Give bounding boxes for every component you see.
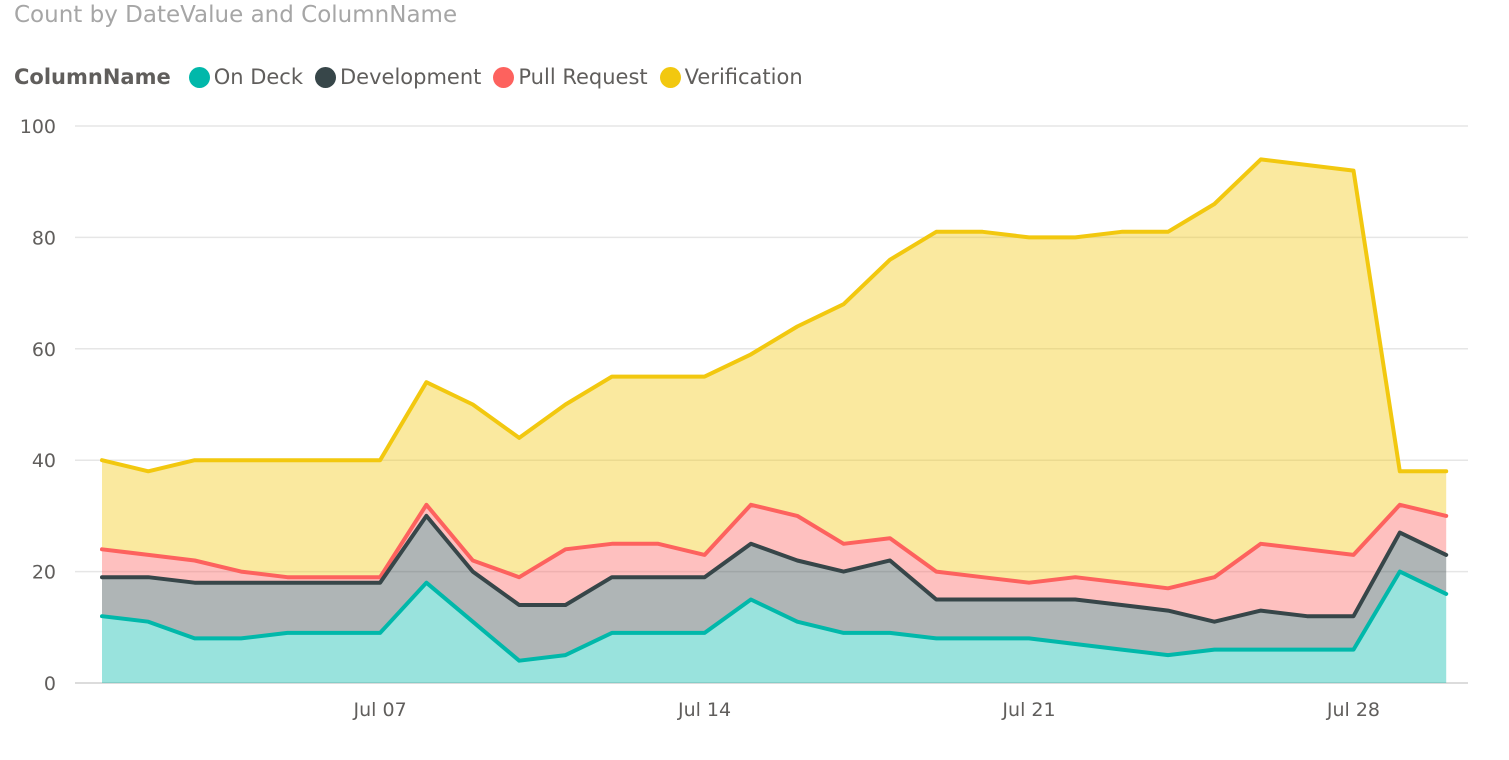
- legend-item-development[interactable]: Development: [315, 65, 481, 89]
- x-tick-label: Jul 07: [353, 699, 407, 721]
- areas: [102, 159, 1447, 683]
- legend-title: ColumnName: [14, 65, 171, 89]
- series-lines: [100, 157, 1449, 663]
- legend: ColumnName On Deck Development Pull Requ…: [14, 62, 815, 92]
- area-development[interactable]: [102, 515, 1447, 661]
- area-verification[interactable]: [102, 159, 1447, 589]
- area-pull-request[interactable]: [102, 504, 1447, 622]
- y-tick-label: 100: [20, 116, 56, 138]
- area-on-deck[interactable]: [102, 571, 1447, 683]
- y-tick-label: 60: [32, 339, 56, 361]
- x-tick-label: Jul 14: [677, 699, 731, 721]
- line-verification[interactable]: [100, 157, 1449, 474]
- legend-item-on-deck[interactable]: On Deck: [188, 65, 304, 89]
- legend-item-verification[interactable]: Verification: [659, 65, 803, 89]
- legend-dot-icon: [493, 66, 515, 88]
- legend-dot-icon: [188, 66, 210, 88]
- line-development[interactable]: [100, 513, 1449, 624]
- y-tick-label: 80: [32, 227, 56, 249]
- x-tick-label: Jul 21: [1001, 699, 1055, 721]
- y-tick-label: 40: [32, 450, 56, 472]
- chart-title: Count by DateValue and ColumnName: [14, 2, 458, 28]
- legend-dot-icon: [659, 66, 681, 88]
- x-tick-label: Jul 28: [1326, 699, 1380, 721]
- line-pull-request[interactable]: [100, 502, 1449, 591]
- legend-label: On Deck: [213, 65, 304, 89]
- line-on-deck[interactable]: [100, 569, 1449, 663]
- legend-label: Verification: [684, 65, 803, 89]
- y-tick-label: 0: [44, 673, 56, 695]
- legend-label: Pull Request: [518, 65, 648, 89]
- y-tick-label: 20: [32, 562, 56, 584]
- legend-dot-icon: [315, 66, 337, 88]
- legend-item-pull-request[interactable]: Pull Request: [493, 65, 648, 89]
- legend-label: Development: [340, 65, 482, 89]
